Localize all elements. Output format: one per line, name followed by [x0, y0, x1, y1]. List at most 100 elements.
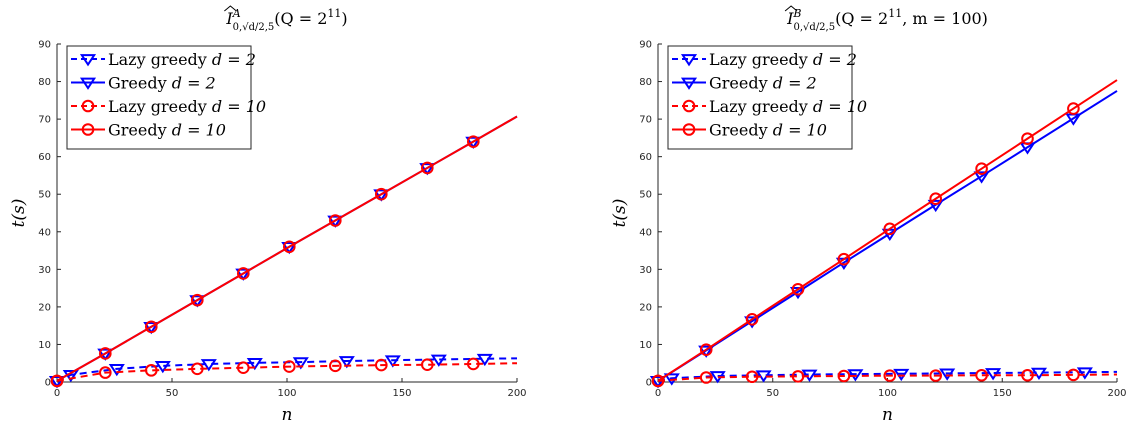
title-exponent: 11: [327, 7, 341, 20]
legend-label: Lazy greedy d = 10: [108, 97, 266, 116]
title-subscript: 0,√d/2,5: [233, 22, 275, 33]
data-point-marker: [837, 252, 851, 266]
legend-marker: [682, 99, 696, 113]
data-point-marker: [191, 293, 204, 307]
legend-label: Greedy d = 10: [709, 121, 827, 140]
data-point-marker: [939, 368, 956, 381]
legend-label: Greedy d = 2: [108, 74, 216, 93]
data-point-marker: [154, 361, 171, 374]
data-point-marker: [929, 192, 942, 206]
data-point-marker: [384, 355, 401, 368]
data-point-marker: [99, 366, 112, 379]
data-point-marker: [649, 376, 667, 389]
x-axis-label: n: [282, 405, 293, 425]
y-axis-label: t(s): [9, 199, 29, 228]
title-close: , m = 100): [902, 9, 988, 28]
data-point-marker: [99, 347, 112, 360]
y-tick-label: 10: [38, 340, 51, 351]
data-point-marker: [1021, 368, 1034, 382]
data-point-marker: [430, 354, 447, 367]
series-line: [56, 115, 518, 382]
legend-label-text: Greedy: [108, 74, 172, 93]
series-line: [56, 362, 518, 382]
data-point-marker: [651, 374, 665, 388]
legend-marker: [79, 54, 97, 67]
legend-label: Greedy d = 2: [709, 74, 817, 93]
legend-label: Greedy d = 10: [108, 121, 226, 140]
y-tick-label: 80: [38, 77, 51, 88]
y-tick-label: 50: [639, 190, 652, 201]
legend-box: [667, 45, 853, 150]
data-point-marker: [108, 364, 125, 377]
data-point-marker: [237, 361, 250, 375]
data-point-marker: [791, 370, 805, 383]
data-point-marker: [791, 282, 805, 296]
y-tick-label: 70: [639, 115, 652, 126]
data-point-marker: [929, 369, 942, 382]
legend-label-text: Lazy greedy: [709, 97, 813, 116]
data-point-marker: [699, 343, 713, 357]
data-point-marker: [837, 369, 851, 383]
legend-label-text: Lazy greedy: [108, 97, 212, 116]
data-point-marker: [927, 199, 944, 213]
legend-label-var: d = 10: [773, 121, 827, 140]
title-hat-symbol: I: [786, 9, 794, 28]
y-tick-label: 80: [639, 77, 652, 88]
data-point-marker: [48, 376, 66, 389]
data-point-marker: [883, 222, 897, 236]
chart-title: IA 0,√d/2,5(Q = 211): [225, 7, 347, 33]
data-point-marker: [50, 374, 64, 388]
legend-marker: [680, 54, 698, 67]
series-greedy-d-10: [651, 79, 1118, 388]
y-tick-label: 0: [45, 378, 51, 389]
chart-panel-1: 0 50 100 150 200 0 10 20 30 40 50 60 70 80 90 n t(s) IA 0,…: [9, 5, 527, 425]
chart-panel-2: 0 50 100 150 200 0 10 20 30 40 50 60 70 80 90 n t(s) IB 0,…: [610, 5, 1127, 425]
data-point-marker: [375, 358, 388, 372]
data-point-marker: [145, 320, 158, 334]
legend-label-text: Greedy: [108, 121, 172, 140]
series-line: [657, 373, 1118, 382]
x-tick-label: 100: [277, 388, 296, 399]
y-tick-label: 20: [38, 302, 51, 313]
chart-title: IB 0,√d/2,5(Q = 211, m = 100): [786, 7, 988, 33]
data-point-marker: [985, 368, 1002, 381]
legend-label-text: Greedy: [709, 121, 773, 140]
y-tick-label: 50: [38, 190, 51, 201]
data-point-marker: [745, 370, 759, 384]
series-greedy-d-10: [50, 115, 518, 388]
data-point-marker: [329, 214, 342, 227]
data-point-marker: [237, 267, 250, 280]
legend-label: Lazy greedy d = 2: [108, 50, 256, 69]
legend-marker: [680, 77, 698, 90]
legend-label-var: d = 10: [813, 97, 867, 116]
data-point-marker: [975, 368, 988, 382]
y-tick-label: 10: [639, 340, 652, 351]
title-subscript: 0,√d/2,5: [794, 22, 836, 33]
title-exponent: 11: [888, 7, 902, 20]
legend-label: Lazy greedy d = 10: [709, 97, 867, 116]
y-tick-label: 60: [639, 152, 652, 163]
y-tick-label: 90: [38, 40, 51, 51]
series-line: [657, 370, 1118, 382]
legend-box: [66, 45, 252, 150]
legend-label-var: d = 2: [172, 74, 216, 93]
y-tick-label: 70: [38, 115, 51, 126]
data-point-marker: [246, 358, 263, 371]
legend-marker: [79, 77, 97, 90]
data-point-marker: [699, 371, 713, 384]
y-tick-label: 90: [639, 40, 652, 51]
data-point-marker: [329, 359, 342, 373]
data-point-marker: [467, 357, 480, 371]
legend-label-var: d = 10: [212, 97, 266, 116]
data-point-marker: [467, 135, 480, 148]
x-tick-label: 0: [54, 388, 60, 399]
data-point-marker: [338, 356, 355, 369]
data-point-marker: [1076, 367, 1093, 380]
x-tick-label: 50: [166, 388, 179, 399]
data-point-marker: [283, 360, 296, 373]
data-point-marker: [973, 171, 990, 184]
y-tick-label: 30: [38, 265, 51, 276]
